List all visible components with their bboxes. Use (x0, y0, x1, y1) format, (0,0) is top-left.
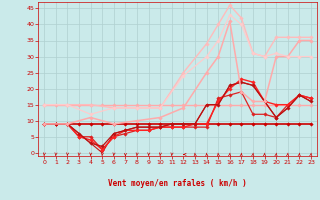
X-axis label: Vent moyen/en rafales ( km/h ): Vent moyen/en rafales ( km/h ) (108, 179, 247, 188)
